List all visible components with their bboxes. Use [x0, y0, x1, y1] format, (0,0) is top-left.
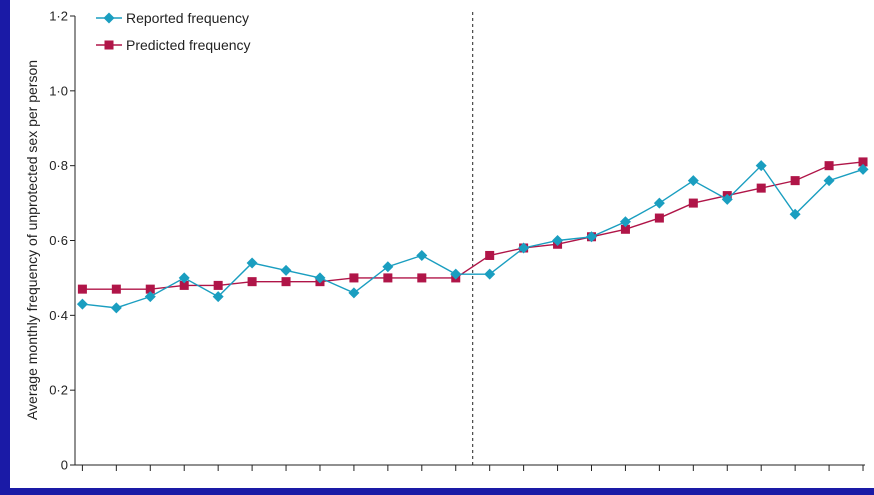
data-point [619, 216, 631, 228]
data-point [755, 160, 767, 172]
data-point [518, 242, 530, 254]
data-point [756, 183, 766, 193]
y-tick-label: 0·8 [49, 158, 68, 173]
data-point [858, 157, 868, 167]
axes [74, 16, 866, 466]
data-point [213, 280, 223, 290]
data-point [76, 298, 88, 310]
data-point [450, 268, 462, 280]
legend-marker [104, 40, 114, 50]
data-point [246, 257, 258, 269]
data-point [382, 261, 394, 273]
series-reported [76, 160, 869, 314]
data-point [789, 208, 801, 220]
data-point [484, 268, 496, 280]
data-point [721, 193, 733, 205]
data-point [416, 249, 428, 261]
legend-label: Predicted frequency [126, 37, 251, 53]
data-point [586, 231, 597, 243]
y-axis-title: Average monthly frequency of unprotected… [24, 60, 40, 420]
data-point [653, 197, 665, 209]
data-point [144, 291, 156, 303]
data-point [857, 163, 869, 175]
data-point [348, 287, 360, 299]
legend-item: Reported frequency [96, 10, 249, 26]
legend-item: Predicted frequency [96, 37, 251, 53]
data-point [823, 175, 835, 187]
data-point [824, 161, 834, 171]
data-point [654, 213, 664, 223]
plot-area [76, 157, 869, 314]
data-point [281, 277, 291, 287]
line-chart: 0 0·2 0·4 0·6 0·8 1·0 1·2 Reported frequency Pr… [24, 9, 869, 473]
data-point [620, 224, 630, 234]
data-point [77, 284, 87, 294]
data-point [110, 302, 122, 314]
legend-marker [103, 12, 115, 24]
data-point [552, 235, 564, 246]
data-point [212, 291, 224, 303]
legend-label: Reported frequency [126, 10, 249, 26]
data-point [688, 198, 698, 208]
ticks: 0 0·2 0·4 0·6 0·8 1·0 1·2 [49, 9, 864, 473]
data-point [314, 272, 326, 284]
data-point [179, 280, 189, 290]
y-tick-label: 0·2 [49, 383, 68, 398]
data-point [111, 284, 121, 294]
y-tick-label: 0·4 [49, 308, 68, 323]
data-point [417, 273, 427, 283]
data-point [790, 176, 800, 186]
chart-frame: 0 0·2 0·4 0·6 0·8 1·0 1·2 Reported frequency Pr… [10, 0, 874, 488]
data-point [687, 175, 699, 187]
y-tick-label: 0·6 [49, 233, 68, 248]
data-point [280, 264, 292, 276]
data-point [485, 250, 495, 260]
y-tick-label: 1·2 [49, 9, 68, 24]
legend: Reported frequency Predicted frequency [96, 10, 251, 53]
data-point [349, 273, 359, 283]
y-tick-label: 0 [61, 458, 68, 473]
data-point [247, 277, 257, 287]
data-point [178, 272, 190, 284]
series-line [82, 164, 864, 309]
data-point [383, 273, 393, 283]
data-point [145, 284, 155, 294]
y-tick-label: 1·0 [49, 83, 68, 98]
